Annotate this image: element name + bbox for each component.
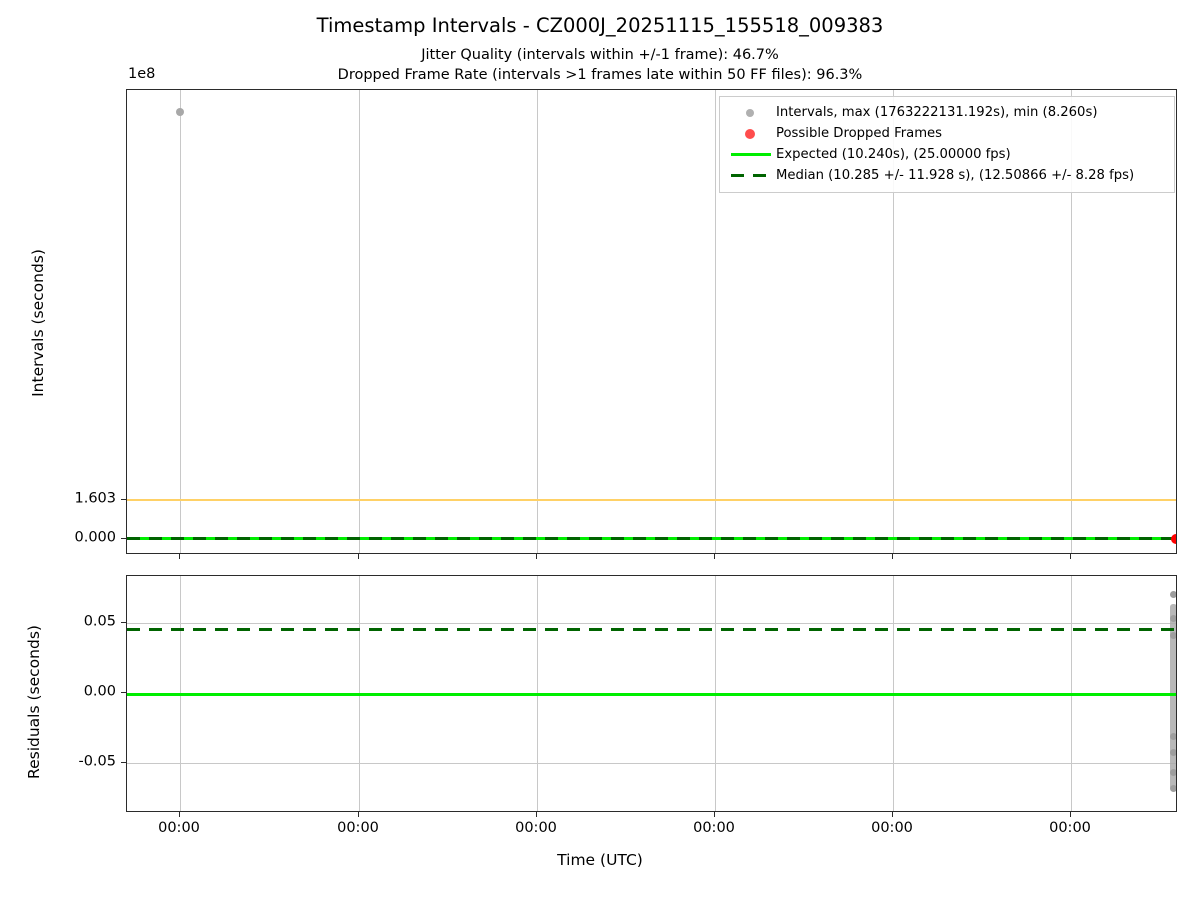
yaxis-offset-text: 1e8 [128,66,156,82]
xtick-mark-top-axes [357,554,360,559]
ytick-label-bottom: 0.05 [83,613,116,630]
gridline-horizontal [127,763,1176,765]
gridline-vertical [893,90,895,553]
legend-entry-expected: Expected (10.240s), (25.00000 fps) [728,144,1166,165]
xtick-mark-top-axes [891,554,894,559]
residual-point [1169,768,1176,776]
jitter-quality-subtitle: Jitter Quality (intervals within +/-1 fr… [421,47,779,63]
gridline-vertical [715,90,717,553]
page-title: Timestamp Intervals - CZ000J_20251115_15… [316,14,884,37]
ytick-mark-bottom [121,761,126,764]
legend-label-expected: Expected (10.240s), (25.00000 fps) [776,147,1011,162]
xtick-label: 00:00 [693,820,735,836]
xtick-label: 00:00 [871,820,913,836]
gridline-horizontal [127,623,1176,625]
legend-label-intervals: Intervals, max (1763222131.192s), min (8… [776,105,1098,120]
legend-label-median: Median (10.285 +/- 11.928 s), (12.50866 … [776,168,1135,183]
legend-entry-intervals: Intervals, max (1763222131.192s), min (8… [728,102,1166,123]
residual-point [1169,784,1176,792]
legend-entry-median: Median (10.285 +/- 11.928 s), (12.50866 … [728,165,1166,186]
gridline-vertical [359,90,361,553]
interval-outlier-point [176,108,184,116]
xlabel-time-utc: Time (UTC) [557,851,643,869]
ytick-label-top: 1.603 [74,490,116,507]
median-residual-line [127,628,1176,632]
residuals-plot-area [126,575,1177,812]
median-interval-line [127,537,1176,541]
xtick-label: 00:00 [1049,820,1091,836]
dropped-frame-rate-subtitle: Dropped Frame Rate (intervals >1 frames … [337,67,863,83]
residual-point [1169,590,1176,598]
gridline-vertical [1071,90,1073,553]
ylabel-intervals: Intervals (seconds) [29,249,47,397]
xtick-mark [891,812,894,817]
xtick-mark [178,812,181,817]
solid-green-line-icon [728,144,772,165]
gridline-vertical [180,90,182,553]
legend-label-dropped-frames: Possible Dropped Frames [776,126,943,141]
xtick-mark [713,812,716,817]
max-interval-line [127,499,1176,502]
ylabel-residuals: Residuals (seconds) [25,625,43,779]
xtick-mark-top-axes [1069,554,1072,559]
residual-point [1169,631,1176,639]
xtick-mark-top-axes [535,554,538,559]
ytick-mark-top [121,537,126,540]
ytick-label-bottom: 0.00 [83,683,116,700]
xtick-mark [1069,812,1072,817]
xtick-mark-top-axes [713,554,716,559]
dashed-green-line-icon [728,165,772,186]
ytick-label-bottom: -0.05 [78,753,116,770]
xtick-mark [357,812,360,817]
legend-entry-dropped-frames: Possible Dropped Frames [728,123,1166,144]
expected-residual-line [127,692,1176,696]
xtick-mark [535,812,538,817]
xtick-label: 00:00 [158,820,200,836]
gray-circle-marker-icon [728,102,772,123]
residual-scatter-cluster [1169,604,1176,790]
residual-point [1169,748,1176,756]
gridline-vertical [537,90,539,553]
ytick-mark-bottom [121,621,126,624]
ytick-label-top: 0.000 [74,529,116,546]
ytick-mark-top [121,498,126,501]
residual-point [1169,614,1176,622]
xtick-label: 00:00 [515,820,557,836]
red-circle-marker-icon [728,123,772,144]
residual-point [1169,732,1176,740]
xtick-mark-top-axes [178,554,181,559]
legend: Intervals, max (1763222131.192s), min (8… [719,96,1175,193]
ytick-mark-bottom [121,691,126,694]
dropped-frame-point [1171,533,1176,544]
xtick-label: 00:00 [337,820,379,836]
